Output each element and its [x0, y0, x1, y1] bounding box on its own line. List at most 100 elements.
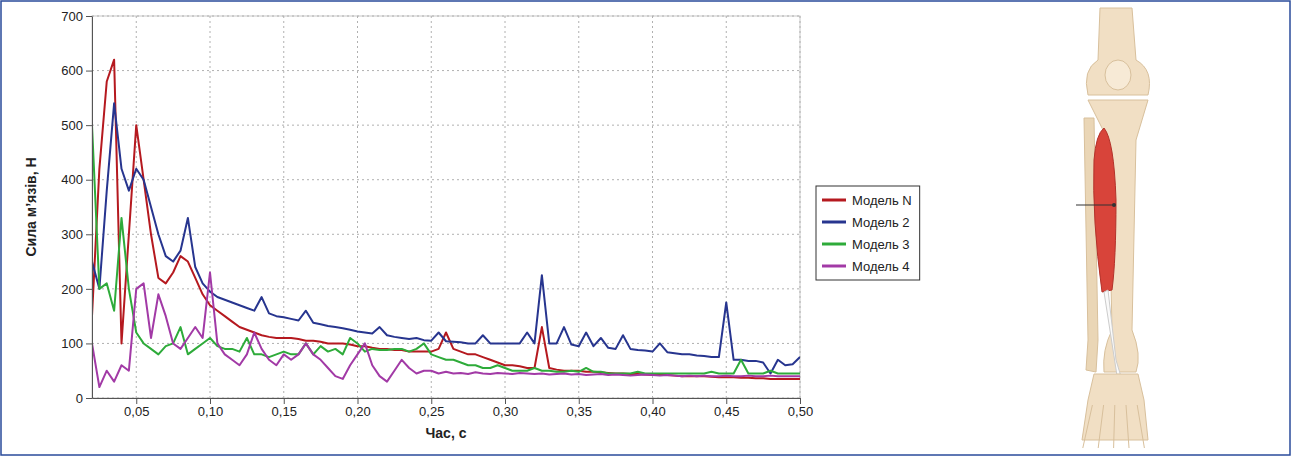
plot-frame	[92, 16, 800, 398]
y-tick-label: 600	[61, 63, 83, 78]
y-tick: 500	[61, 118, 92, 133]
grid-line-x	[210, 16, 211, 398]
legend-swatch	[822, 243, 846, 246]
legend-box	[816, 186, 920, 280]
y-tick-mark	[86, 125, 92, 126]
y-axis: 0 100 200 300 400 500 600 700	[61, 9, 92, 406]
toe-line	[1083, 405, 1093, 448]
y-tick-mark	[86, 234, 92, 235]
x-tick: 0,15	[272, 398, 297, 419]
y-tick-mark	[86, 71, 92, 72]
grid-line-x	[726, 16, 727, 398]
x-tick-label: 0,50	[788, 404, 813, 419]
y-tick-mark	[86, 343, 92, 344]
legend-swatch	[822, 265, 846, 268]
grid-line-y	[92, 70, 800, 71]
x-tick-mark	[579, 398, 580, 404]
legend: Модель N Модель 2 Модель 3 Модель 4	[816, 186, 920, 280]
x-axis-line	[93, 398, 801, 399]
leader-dot	[1112, 203, 1116, 207]
y-axis-title: Сила м’язів, Н	[23, 157, 39, 256]
grid-line-x	[357, 16, 358, 398]
grid-line-y	[92, 125, 800, 126]
series-line	[92, 125, 800, 373]
leg-illustration	[1076, 8, 1150, 448]
grid-line-x	[578, 16, 579, 398]
tendon	[1104, 290, 1122, 382]
x-tick-label: 0,25	[419, 404, 444, 419]
x-tick-label: 0,10	[198, 404, 223, 419]
x-tick-mark	[431, 398, 432, 404]
x-tick: 0,20	[345, 398, 370, 419]
x-tick: 0,25	[419, 398, 444, 419]
x-tick-label: 0,20	[345, 404, 370, 419]
x-tick-label: 0,30	[493, 404, 518, 419]
legend-label: Модель N	[852, 193, 912, 208]
y-tick: 0	[76, 391, 92, 406]
x-tick-mark	[210, 398, 211, 404]
legend-label: Модель 4	[852, 259, 910, 274]
x-tick: 0,50	[788, 398, 813, 419]
x-tick: 0,40	[640, 398, 665, 419]
y-tick: 600	[61, 63, 92, 78]
y-tick-label: 100	[61, 336, 83, 351]
x-tick-label: 0,45	[714, 404, 739, 419]
x-tick-mark	[505, 398, 506, 404]
patella	[1105, 60, 1131, 90]
y-tick: 400	[61, 172, 92, 187]
figure: 0,05 0,10 0,15 0,20 0,25 0,30 0,35 0,40 0,45 0,50…	[0, 0, 1291, 456]
y-tick-label: 0	[76, 391, 83, 406]
x-tick: 0,45	[714, 398, 739, 419]
legend-swatch	[822, 221, 846, 224]
grid-line-y	[92, 234, 800, 235]
grid-line-x	[283, 16, 284, 398]
y-tick-mark	[86, 289, 92, 290]
y-tick-mark	[86, 180, 92, 181]
y-tick-label: 200	[61, 282, 83, 297]
grid-line-x	[652, 16, 653, 398]
grid-line-y	[92, 398, 800, 399]
series-line	[92, 272, 800, 387]
y-tick-label: 500	[61, 118, 83, 133]
x-tick: 0,30	[493, 398, 518, 419]
x-tick-label: 0,35	[567, 404, 592, 419]
toe-line	[1114, 405, 1115, 448]
legend-swatch	[822, 199, 846, 202]
y-tick-label: 400	[61, 172, 83, 187]
legend-label: Модель 3	[852, 237, 910, 252]
grid-line-y	[92, 179, 800, 180]
y-tick-label: 700	[61, 9, 83, 24]
y-tick: 100	[61, 336, 92, 351]
x-tick: 0,05	[124, 398, 149, 419]
x-tick-mark	[800, 398, 801, 404]
y-tick-label: 300	[61, 227, 83, 242]
x-tick: 0,10	[198, 398, 223, 419]
series-lines	[92, 60, 800, 387]
x-tick-label: 0,40	[640, 404, 665, 419]
x-tick-mark	[284, 398, 285, 404]
toe-line	[1098, 405, 1103, 448]
grid-line-x	[800, 16, 801, 398]
leader-line	[1076, 204, 1114, 205]
y-tick-mark	[86, 398, 92, 399]
y-tick: 700	[61, 9, 92, 24]
x-tick-mark	[653, 398, 654, 404]
x-axis: 0,05 0,10 0,15 0,20 0,25 0,30 0,35 0,40 0,45 0,50	[93, 398, 814, 419]
grid	[92, 16, 800, 398]
x-tick-mark	[358, 398, 359, 404]
figure-border	[1, 1, 1290, 455]
x-tick: 0,35	[567, 398, 592, 419]
x-tick-label: 0,15	[272, 404, 297, 419]
y-tick: 200	[61, 282, 92, 297]
grid-line-y	[92, 288, 800, 289]
femur	[1086, 8, 1149, 95]
x-tick-mark	[136, 398, 137, 404]
toe-line	[1126, 405, 1129, 448]
grid-line-x	[136, 16, 137, 398]
grid-line-x	[505, 16, 506, 398]
x-tick-label: 0,05	[124, 404, 149, 419]
grid-line-y	[92, 16, 800, 17]
legend-label: Модель 2	[852, 215, 910, 230]
x-axis-title: Час, с	[426, 425, 467, 441]
x-tick-mark	[726, 398, 727, 404]
